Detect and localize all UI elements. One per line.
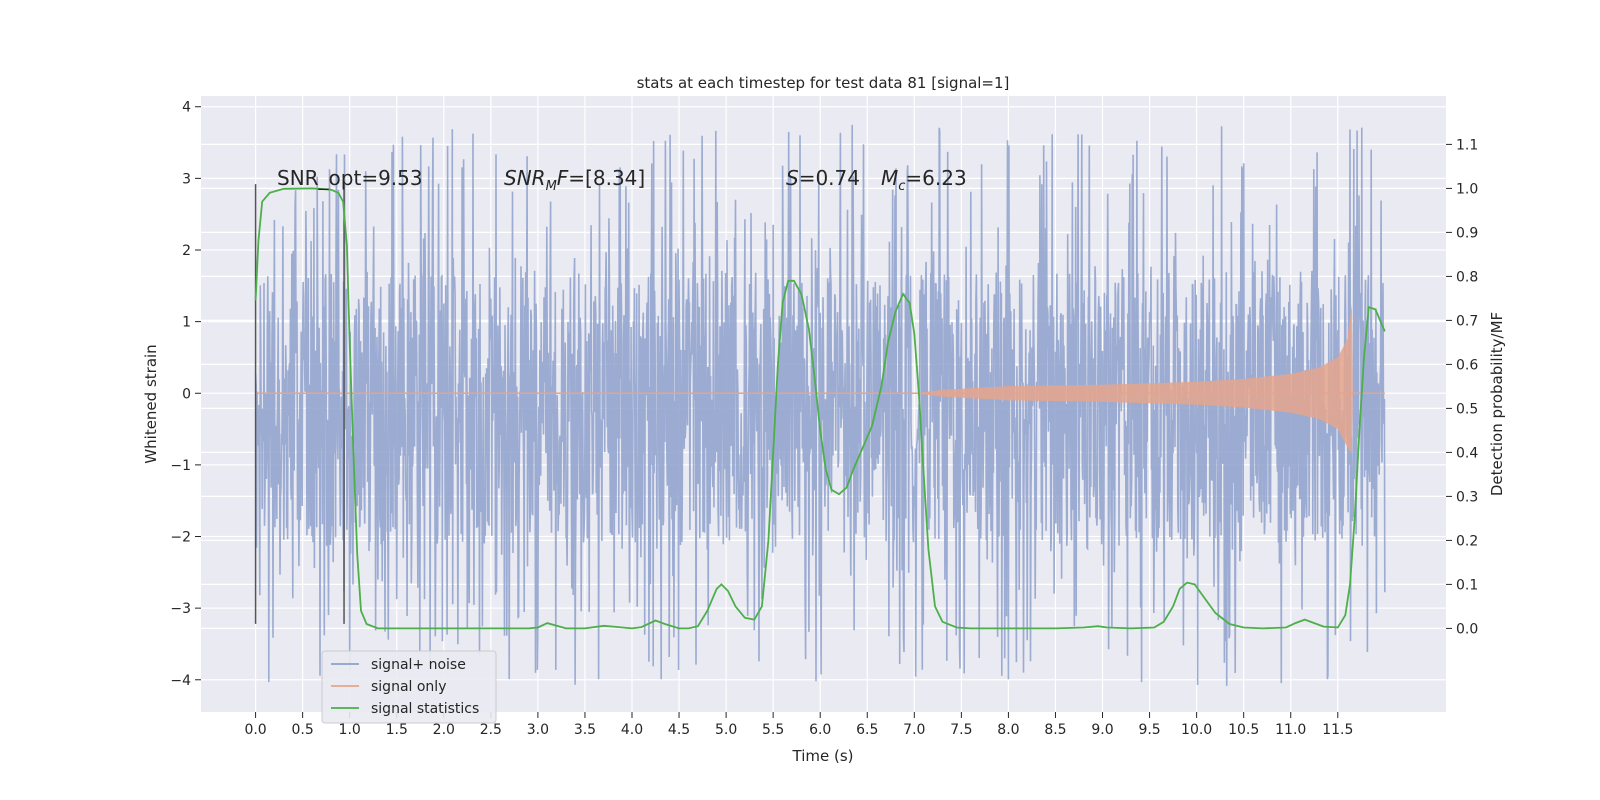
legend-label-signal: signal only: [371, 679, 446, 695]
x-tick-label-8: 4.0: [621, 722, 643, 738]
x-tick-label-15: 7.5: [950, 722, 972, 738]
y-tick-label-8: 4: [182, 100, 191, 116]
y-axis-ticks: −4 −3 −2 −1 0 1 2 3 4: [170, 100, 201, 689]
y-right-tick-label-8: 0.8: [1456, 269, 1478, 285]
y-right-axis-label: Detection probability/MF: [1488, 312, 1506, 496]
mc-value: =6.23: [905, 166, 966, 190]
mc-symbol: M: [881, 166, 898, 190]
y-tick-label-5: 1: [182, 315, 191, 331]
annotation-snr-mf: SNRMF=[8.34]: [504, 166, 645, 194]
signal-statistics-series: [254, 187, 1386, 630]
y-tick-label-4: 0: [182, 386, 191, 402]
x-tick-label-0: 0.0: [244, 722, 266, 738]
y-tick-label-2: −2: [170, 530, 191, 546]
snr-mf-symbol: SNR: [504, 166, 546, 190]
x-tick-label-23: 11.5: [1322, 722, 1353, 738]
x-tick-label-19: 9.5: [1138, 722, 1160, 738]
chart-title: stats at each timestep for test data 81 …: [637, 74, 1010, 92]
y-tick-label-7: 3: [182, 171, 191, 187]
y-axis-label: Whitened strain: [142, 344, 160, 463]
y-right-tick-label-7: 0.7: [1456, 313, 1478, 329]
annotation-mc: Mc=6.23: [881, 166, 967, 194]
x-tick-label-2: 1.0: [339, 722, 361, 738]
y-right-tick-label-11: 1.1: [1456, 137, 1478, 153]
x-tick-label-1: 0.5: [291, 722, 313, 738]
x-tick-label-3: 1.5: [386, 722, 408, 738]
snr-mf-subscript: M: [546, 179, 557, 194]
x-axis-label: Time (s): [792, 747, 854, 765]
mc-subscript: c: [898, 179, 905, 194]
y-right-tick-label-5: 0.5: [1456, 401, 1478, 417]
x-tick-label-10: 5.0: [715, 722, 737, 738]
y-right-tick-label-10: 1.0: [1456, 181, 1478, 197]
x-axis-ticks: 0.0 0.5 1.0 1.5 2.0 2.5 3.0 3.5 4.0 4.5 5.0 5.5 6.0 6…: [244, 712, 1353, 738]
x-tick-label-17: 8.5: [1044, 722, 1066, 738]
s-symbol: S: [786, 166, 799, 190]
snr-mf-value: =[8.34]: [568, 166, 645, 190]
legend-label-stats: signal statistics: [371, 701, 479, 717]
x-tick-label-21: 10.5: [1228, 722, 1259, 738]
signal-noise-series: [254, 124, 1386, 686]
x-tick-label-6: 3.0: [527, 722, 549, 738]
y-tick-label-0: −4: [170, 673, 191, 689]
x-tick-label-20: 10.0: [1181, 722, 1212, 738]
y-right-tick-label-9: 0.9: [1456, 225, 1478, 241]
x-tick-label-5: 2.5: [480, 722, 502, 738]
x-tick-label-9: 4.5: [668, 722, 690, 738]
x-tick-label-13: 6.5: [856, 722, 878, 738]
annotation-s: S=0.74: [786, 166, 860, 190]
y-tick-label-1: −3: [170, 601, 191, 617]
x-tick-label-4: 2.0: [433, 722, 455, 738]
x-tick-label-14: 7.0: [903, 722, 925, 738]
x-tick-label-7: 3.5: [574, 722, 596, 738]
y-tick-label-3: −1: [170, 458, 191, 474]
y-tick-label-6: 2: [182, 243, 191, 259]
legend-box: [321, 650, 497, 724]
y-right-axis-ticks: 0.0 0.1 0.2 0.3 0.4 0.5 0.6 0.7 0.8 0.9 1.0 1.1: [1446, 137, 1478, 637]
y-right-tick-label-1: 0.1: [1456, 577, 1478, 593]
x-tick-label-22: 11.0: [1275, 722, 1306, 738]
y-right-tick-label-6: 0.6: [1456, 357, 1478, 373]
y-right-tick-label-0: 0.0: [1456, 621, 1478, 637]
y-right-tick-label-4: 0.4: [1456, 445, 1478, 461]
s-value: =0.74: [799, 166, 860, 190]
y-right-tick-label-2: 0.2: [1456, 533, 1478, 549]
y-right-tick-label-3: 0.3: [1456, 489, 1478, 505]
vertical-markers: [254, 184, 345, 624]
legend: signal+ noise signal only signal statist…: [321, 650, 497, 724]
legend-label-noise: signal+ noise: [371, 657, 466, 673]
x-tick-label-12: 6.0: [809, 722, 831, 738]
annotation-snr-opt: SNR_opt=9.53: [277, 166, 423, 190]
x-tick-label-18: 9.0: [1091, 722, 1113, 738]
snr-mf-f: F: [557, 166, 569, 190]
x-tick-label-16: 8.0: [997, 722, 1019, 738]
x-tick-label-11: 5.5: [762, 722, 784, 738]
